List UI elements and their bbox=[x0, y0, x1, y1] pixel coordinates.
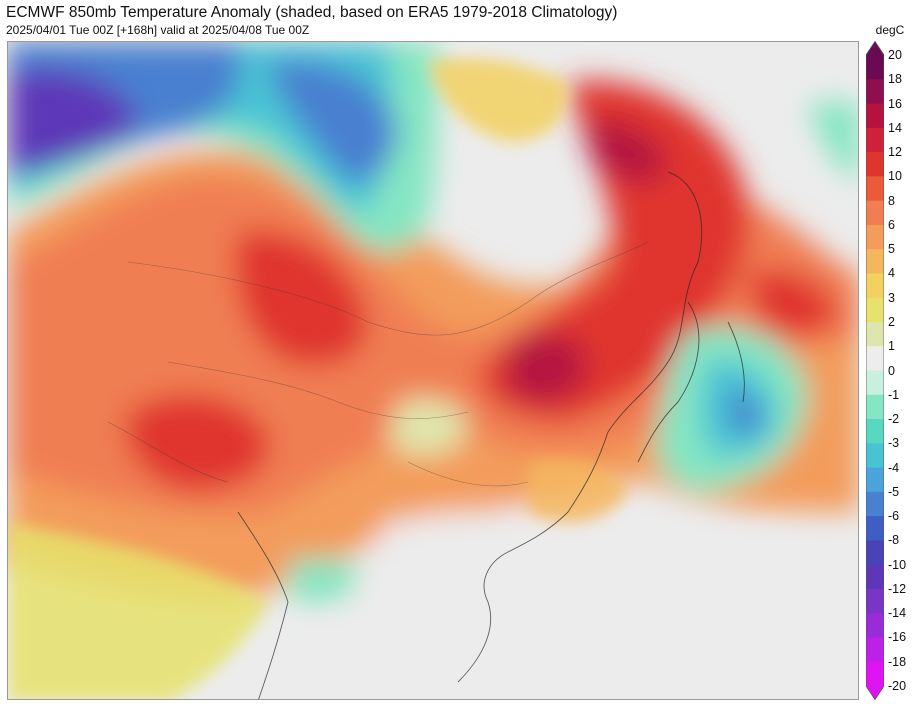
colorbar-tick-label: 5 bbox=[888, 242, 895, 256]
colorbar-tick-label: 16 bbox=[888, 97, 902, 111]
map-canvas bbox=[8, 42, 858, 699]
colorbar-tick-label: -18 bbox=[888, 655, 907, 669]
colorbar-segment bbox=[866, 491, 884, 517]
colorbar-segment bbox=[866, 297, 884, 323]
colorbar-tick-label: -12 bbox=[888, 582, 907, 596]
colorbar-tick-label: 2 bbox=[888, 315, 895, 329]
colorbar-tick-label: -14 bbox=[888, 606, 907, 620]
colorbar-segment bbox=[866, 200, 884, 226]
colorbar-outline bbox=[866, 41, 884, 700]
colorbar-tick-label: 4 bbox=[888, 266, 895, 280]
colorbar-tick-label: 14 bbox=[888, 121, 902, 135]
colorbar-min-arrow bbox=[866, 686, 884, 700]
colorbar-segment bbox=[866, 127, 884, 153]
transition-belts bbox=[8, 58, 628, 699]
colorbar-segment bbox=[866, 394, 884, 420]
colorbar-tick-label: -4 bbox=[888, 461, 900, 475]
map-subtitle: 2025/04/01 Tue 00Z [+168h] valid at 2025… bbox=[6, 23, 310, 37]
colorbar-tick-label: -5 bbox=[888, 485, 900, 499]
colorbar-segment bbox=[866, 249, 884, 274]
colorbar-segment bbox=[866, 321, 884, 347]
colorbar-segment bbox=[866, 152, 884, 177]
colorbar-tick-label: 6 bbox=[888, 218, 895, 232]
colorbar-segment bbox=[866, 55, 884, 80]
colorbar-segment bbox=[866, 103, 884, 129]
colorbar-segment bbox=[866, 540, 884, 566]
colorbar-segment bbox=[866, 443, 884, 469]
colorbar-tick-label: -8 bbox=[888, 533, 900, 547]
colorbar-segment bbox=[866, 467, 884, 493]
colorbar-segment bbox=[866, 224, 884, 250]
colorbar-segment bbox=[866, 273, 884, 299]
map-title: ECMWF 850mb Temperature Anomaly (shaded,… bbox=[6, 4, 618, 21]
colorbar-tick-label: 1 bbox=[888, 339, 895, 353]
colorbar-tick-label: -2 bbox=[888, 412, 900, 426]
colorbar-tick-label: -1 bbox=[888, 388, 900, 402]
temperature-anomaly-map bbox=[7, 41, 859, 700]
colorbar-tick-label: -3 bbox=[888, 436, 900, 450]
colorbar-segment bbox=[866, 613, 884, 638]
colorbar-tick-label: 0 bbox=[888, 364, 895, 378]
colorbar-segment bbox=[866, 661, 884, 687]
colorbar-segment bbox=[866, 176, 884, 202]
colorbar-segment bbox=[866, 370, 884, 396]
colorbar-tick-label: 12 bbox=[888, 145, 902, 159]
colorbar-segment bbox=[866, 516, 884, 541]
colorbar-tick-label: -20 bbox=[888, 679, 907, 693]
colorbar-segment bbox=[866, 79, 884, 105]
colorbar-segment bbox=[866, 637, 884, 663]
colorbar-segment bbox=[866, 419, 884, 444]
colorbar-segment bbox=[866, 588, 884, 614]
coastlines bbox=[237, 171, 745, 699]
colorbar-tick-label: 8 bbox=[888, 194, 895, 208]
colorbar-unit: degC bbox=[875, 23, 905, 37]
colorbar-segment bbox=[866, 564, 884, 590]
colorbar-tick-label: -6 bbox=[888, 509, 900, 523]
colorbar-tick-label: 3 bbox=[888, 291, 895, 305]
colorbar-tick-label: 18 bbox=[888, 72, 902, 86]
colorbar-tick-label: 10 bbox=[888, 169, 902, 183]
colorbar-tick-label: -16 bbox=[888, 630, 907, 644]
colorbar-tick-label: 20 bbox=[888, 48, 902, 62]
colorbar-max-arrow bbox=[866, 41, 884, 55]
colorbar bbox=[866, 41, 884, 700]
colorbar-tick-label: -10 bbox=[888, 558, 907, 572]
colorbar-segment bbox=[866, 346, 884, 371]
borders bbox=[107, 241, 649, 487]
anomaly-field bbox=[8, 42, 858, 699]
